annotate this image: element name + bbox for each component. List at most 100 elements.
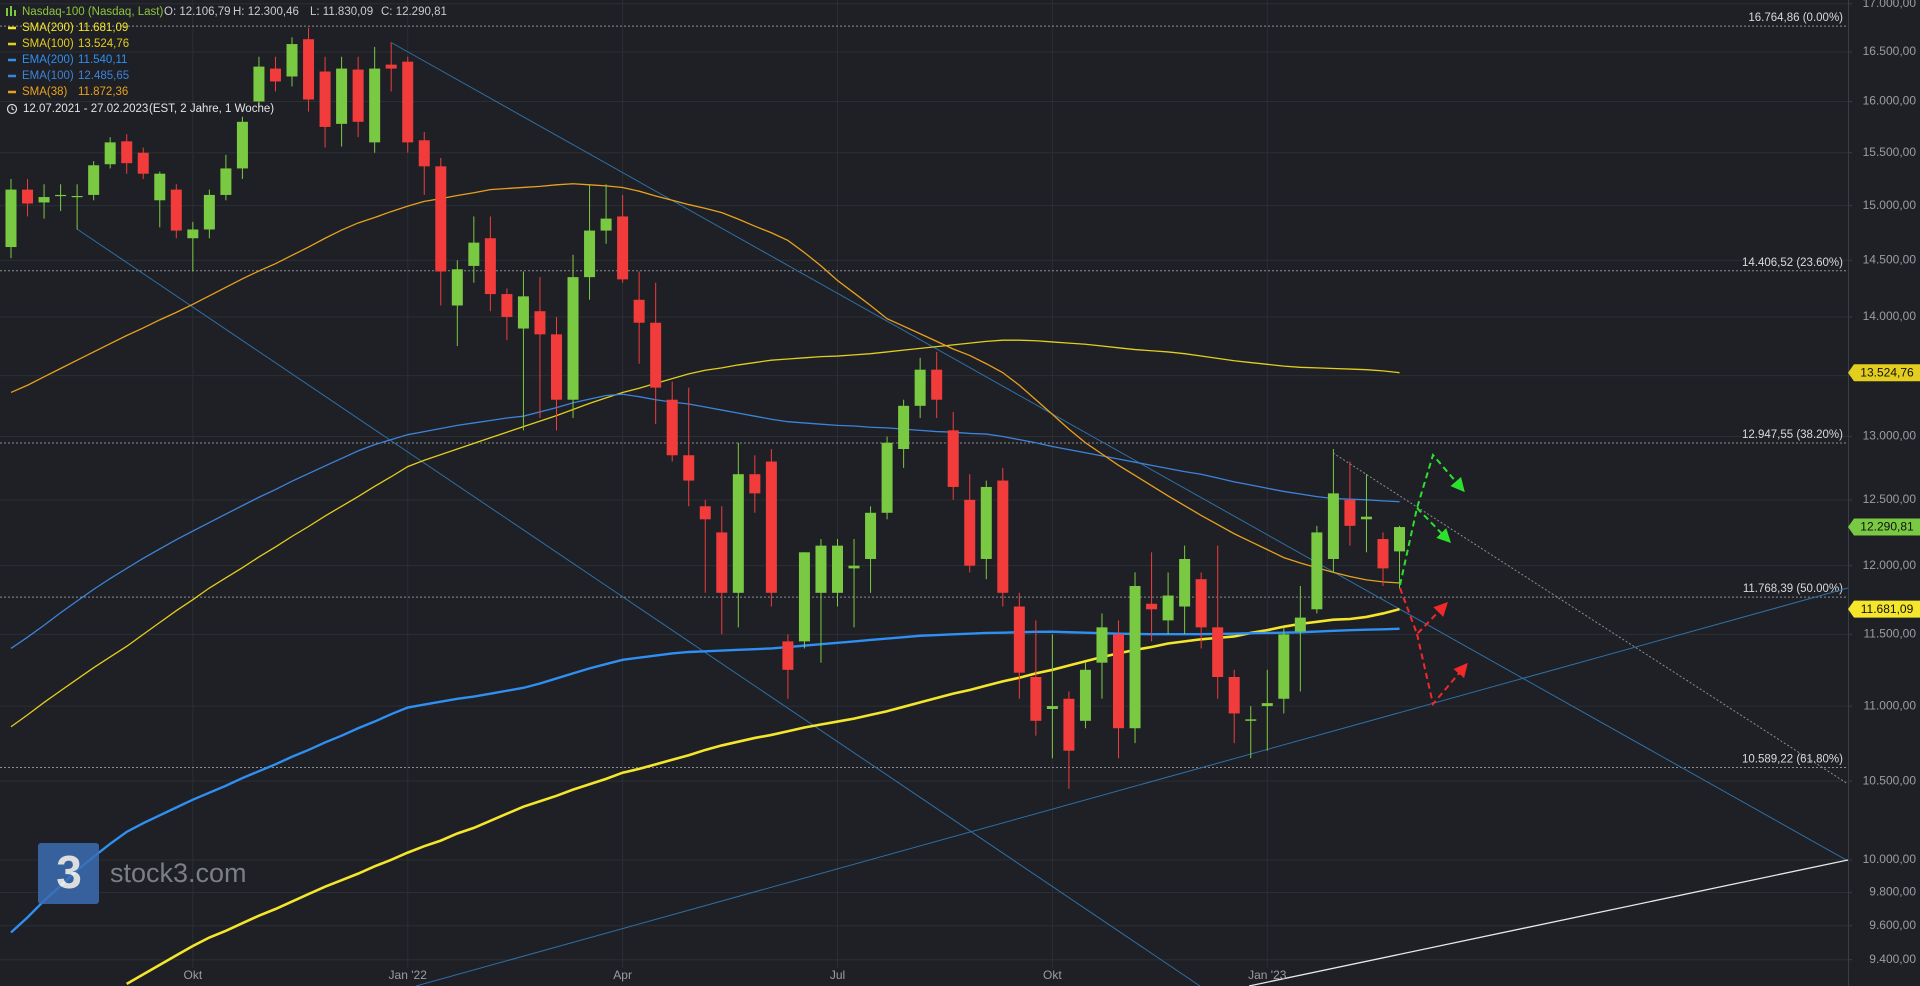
candle-body xyxy=(1245,719,1257,721)
x-tick-label: Okt xyxy=(1043,968,1062,982)
candle-body xyxy=(534,311,546,335)
candle-body xyxy=(170,189,182,231)
scenario-arrows xyxy=(1399,452,1468,707)
candle-body xyxy=(1394,527,1406,552)
candle-body xyxy=(798,552,810,642)
y-tick-label: 16.500,00 xyxy=(1863,44,1917,58)
clock-hand xyxy=(11,106,15,111)
clock-icon xyxy=(6,103,18,115)
grid xyxy=(0,0,1848,968)
candle-body xyxy=(352,69,364,122)
date-range: 12.07.2021 - 27.02.2023 xyxy=(23,103,148,115)
candle-body xyxy=(1294,617,1306,632)
x-axis: Okt Jan '22 Apr Jul Okt Jan '23 xyxy=(183,968,1286,982)
candle-body xyxy=(336,68,348,124)
legend-label: EMA(200) xyxy=(22,54,74,66)
candle-body xyxy=(517,296,529,329)
moving-averages xyxy=(10,183,1400,986)
y-tick-label: 10.500,00 xyxy=(1863,773,1917,787)
chart-icon xyxy=(6,6,16,16)
candle-body xyxy=(1113,634,1125,729)
candle-body xyxy=(501,294,513,317)
y-tick-label: 17.000,00 xyxy=(1863,0,1917,10)
candle-body xyxy=(1195,579,1207,628)
candle-body xyxy=(286,44,298,77)
candle-body xyxy=(154,173,166,201)
candle-body xyxy=(716,532,728,593)
candle-body xyxy=(914,369,926,406)
ma-line xyxy=(10,339,1400,728)
arrow xyxy=(1416,507,1451,544)
candle-body xyxy=(567,277,579,400)
ohlc-label: C: 12.290,81 xyxy=(381,6,447,18)
candle-body xyxy=(1079,669,1091,721)
candle-body xyxy=(1228,677,1240,714)
x-tick-label: Okt xyxy=(183,968,202,982)
candle-body xyxy=(765,461,777,593)
candle-body xyxy=(1096,627,1108,663)
candle-body xyxy=(865,512,877,559)
candle-body xyxy=(1046,706,1058,710)
candle-body xyxy=(1212,627,1224,678)
candle-body xyxy=(1063,698,1075,751)
brand: stock3.com xyxy=(110,858,247,888)
price-badge-label: 13.524,76 xyxy=(1860,365,1914,379)
candle-body xyxy=(468,242,480,266)
price-badges: 11.681,09 13.524,76 12.290,81 xyxy=(1848,364,1920,618)
candle-body xyxy=(187,229,199,239)
candle-body xyxy=(666,399,678,456)
candle-body xyxy=(1179,558,1191,607)
candle-body xyxy=(650,322,662,388)
ma-line xyxy=(126,607,1400,986)
date-note: (EST, 2 Jahre, 1 Woche) xyxy=(149,103,274,115)
candle-body xyxy=(1013,606,1025,673)
candle-body xyxy=(137,152,149,174)
y-tick-label: 11.000,00 xyxy=(1864,698,1917,712)
candle-body xyxy=(1261,703,1273,707)
candle-body xyxy=(484,238,496,295)
legend-value: 11.540,11 xyxy=(78,54,127,66)
legend-label: SMA(38) xyxy=(22,86,68,98)
ohlc-label: L: 11.830,09 xyxy=(310,6,373,18)
x-tick-label: Jan '22 xyxy=(389,968,428,982)
candle-body xyxy=(1327,493,1339,559)
trendline xyxy=(76,228,1201,986)
legend-value: 11.681,09 xyxy=(78,22,128,34)
candle-body xyxy=(931,369,943,400)
legend-label: EMA(100) xyxy=(22,70,74,82)
price-badge xyxy=(1848,600,1920,618)
candle-body xyxy=(881,442,893,513)
candle-body xyxy=(617,216,629,280)
candle-body xyxy=(848,565,860,569)
candle-body xyxy=(699,506,711,520)
candle-body xyxy=(22,189,34,204)
y-tick-label: 14.000,00 xyxy=(1863,309,1917,323)
y-tick-label: 10.000,00 xyxy=(1863,852,1917,866)
trendline xyxy=(415,587,1848,986)
legend: Nasdaq-100 (Nasdaq, Last) O: 12.106,79 H… xyxy=(6,6,447,115)
candle-body xyxy=(1030,677,1042,721)
level-label: 14.406,52 (23.60%) xyxy=(1742,257,1843,269)
x-tick-label: Jul xyxy=(830,968,845,982)
legend-value: 13.524,76 xyxy=(78,38,129,50)
legend-value: 11.872,36 xyxy=(78,86,128,98)
candle-body xyxy=(203,194,215,230)
trendline xyxy=(391,42,1848,862)
candle-body xyxy=(369,68,381,143)
y-tick-label: 9.800,00 xyxy=(1869,885,1916,899)
candle-body xyxy=(898,405,910,449)
y-tick-label: 16.000,00 xyxy=(1863,94,1917,108)
candle-body xyxy=(55,194,67,197)
chart-title: Nasdaq-100 (Nasdaq, Last) xyxy=(22,6,163,18)
y-tick-label: 12.000,00 xyxy=(1863,558,1917,572)
x-tick-label: Jan '23 xyxy=(1248,968,1287,982)
candle-body xyxy=(1360,516,1372,520)
fib-levels: 16.764,86 (0.00%) 14.406,52 (23.60%) 12.94… xyxy=(0,12,1848,768)
candle-body xyxy=(832,545,843,593)
price-badge xyxy=(1848,518,1920,536)
candle-body xyxy=(269,68,281,82)
candle-body xyxy=(435,166,447,272)
candle-body xyxy=(1162,595,1174,621)
y-tick-label: 15.500,00 xyxy=(1863,145,1917,159)
